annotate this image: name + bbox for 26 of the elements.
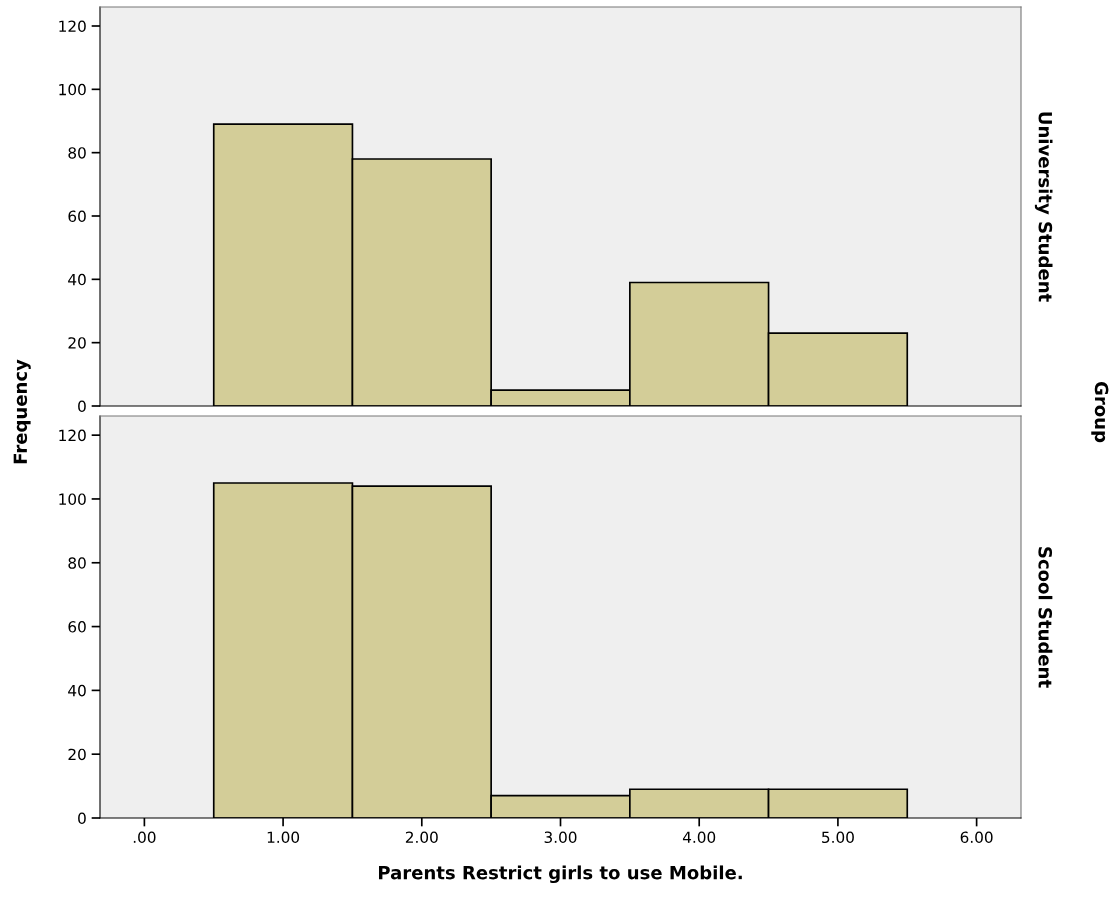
y-axis-title: Frequency [13,359,31,464]
y-tick-label: 20 [68,337,86,349]
x-tick-label: .00 [133,831,156,844]
y-tick-label: 100 [59,493,86,505]
y-tick-label: 0 [78,812,86,825]
y-tick-label: 60 [68,621,86,633]
y-tick-label: 20 [68,748,86,761]
y2-axis-title: Scool Student [1038,547,1053,688]
y-tick-label: 60 [68,210,86,223]
x-tick-label: 2.00 [405,831,438,844]
x-tick-label: 3.00 [544,831,577,844]
y-tick-label: 80 [68,147,86,159]
y-tick-label: 80 [68,557,86,569]
y-tick-label: 120 [59,20,86,33]
y2-axis-title: University Student [1034,112,1053,302]
y-tick-label: 40 [68,684,86,697]
x-tick-label: 5.00 [822,831,854,844]
x-tick-label: 4.00 [682,831,716,844]
x-tick-label: 1.00 [267,831,300,844]
text: Group [1091,381,1109,443]
y-tick-label: 0 [78,400,86,413]
x-axis-title: Parents Restrict girls to use Mobile. [379,865,742,884]
y-tick-label: 40 [68,273,86,286]
y-tick-label: 100 [59,83,86,96]
x-tick-label: 6.00 [960,831,993,844]
y-tick-label: 120 [59,429,86,442]
